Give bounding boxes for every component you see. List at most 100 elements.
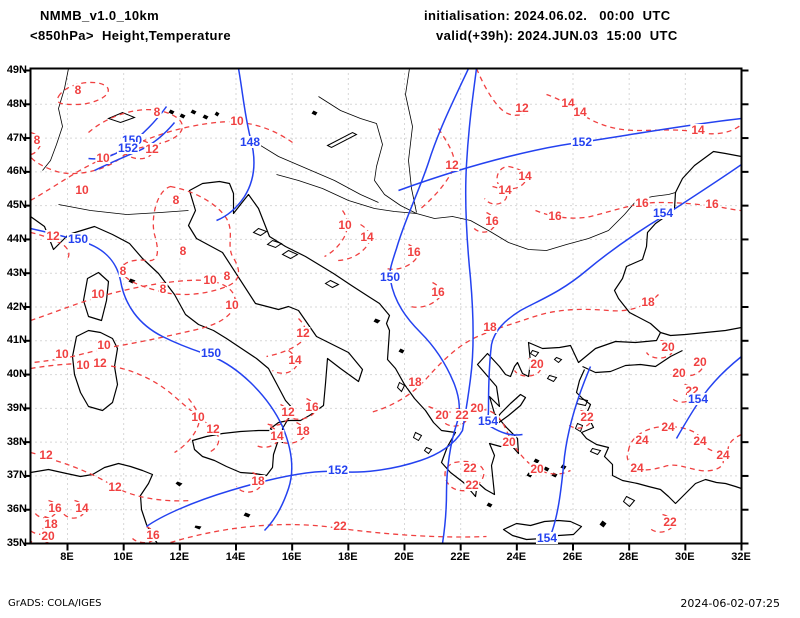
temperature-contour-label: 16 bbox=[484, 214, 500, 228]
temperature-contour-label: 12 bbox=[205, 422, 221, 436]
temperature-contour-label: 22 bbox=[464, 478, 480, 492]
temperature-contour-label: 16 bbox=[547, 209, 563, 223]
lon-tick-label: 24E bbox=[506, 551, 527, 563]
temperature-contour-label: 10 bbox=[74, 183, 90, 197]
lat-tick-label: 37N bbox=[6, 469, 27, 482]
height-contour-label: 152 bbox=[116, 141, 140, 155]
lon-tick-label: 16E bbox=[281, 551, 302, 563]
height-contour-label: 150 bbox=[66, 232, 90, 246]
height-contour-label: 152 bbox=[326, 463, 350, 477]
temperature-contour-label: 18 bbox=[640, 295, 656, 309]
lat-tick-label: 36N bbox=[6, 503, 27, 516]
lat-tick-label: 41N bbox=[6, 334, 27, 347]
temperature-contour-label: 20 bbox=[529, 357, 545, 371]
lat-tick-label: 38N bbox=[6, 435, 27, 448]
temperature-contour-label: 12 bbox=[92, 356, 108, 370]
lat-tick-label: 40N bbox=[6, 368, 27, 381]
height-contour-label: 150 bbox=[378, 270, 402, 284]
temperature-contour-label: 10 bbox=[75, 358, 91, 372]
temperature-contour-label: 22 bbox=[662, 515, 678, 529]
temperature-contour-label: 10 bbox=[337, 218, 353, 232]
temperature-contour-label: 16 bbox=[406, 245, 422, 259]
temperature-contour-label: 10 bbox=[202, 273, 218, 287]
temperature-contour-label: 16 bbox=[47, 501, 63, 515]
temperature-contour-label: 12 bbox=[444, 158, 460, 172]
lat-tick-label: 49N bbox=[6, 64, 27, 76]
temperature-contour-label: 14 bbox=[517, 169, 533, 183]
lon-tick-label: 20E bbox=[394, 551, 414, 563]
temperature-contour-label: 10 bbox=[96, 338, 112, 352]
temperature-contour-label: 12 bbox=[38, 448, 54, 462]
temperature-contour-label: 12 bbox=[280, 405, 296, 419]
temperature-contour-label: 18 bbox=[295, 424, 311, 438]
temperature-contour-label: 10 bbox=[54, 347, 70, 361]
lat-tick-label: 35N bbox=[6, 537, 27, 549]
lon-tick-label: 28E bbox=[618, 551, 639, 563]
temperature-contour-label: 16 bbox=[304, 400, 320, 414]
temperature-contour-label: 20 bbox=[671, 366, 687, 380]
temperature-contour-label: 8 bbox=[158, 282, 168, 296]
temperature-contour-label: 14 bbox=[359, 230, 375, 244]
temperature-contour-label: 22 bbox=[462, 461, 478, 475]
lon-tick-label: 14E bbox=[225, 551, 246, 563]
temperature-contour-label: 12 bbox=[107, 480, 123, 494]
lon-tick-label: 22E bbox=[450, 551, 470, 563]
temperature-contour-label: 24 bbox=[660, 420, 676, 434]
temperature-contour-label: 16 bbox=[634, 196, 650, 210]
temperature-contour-label: 24 bbox=[715, 448, 731, 462]
temperature-contour-label: 14 bbox=[560, 96, 576, 110]
lon-tick-label: 10E bbox=[113, 551, 133, 563]
temperature-contour-label: 24 bbox=[692, 434, 708, 448]
height-contour-label: 148 bbox=[238, 135, 262, 149]
temperature-contour-label: 18 bbox=[43, 517, 59, 531]
model-title: NMMB_v1.0_10km bbox=[40, 8, 160, 23]
creation-timestamp: 2024-06-02-07:25 bbox=[680, 597, 780, 610]
lon-tick-label: 26E bbox=[562, 551, 583, 563]
temperature-contour-label: 20 bbox=[692, 355, 708, 369]
temperature-contour-label: 12 bbox=[295, 326, 311, 340]
lat-tick-label: 46N bbox=[6, 165, 27, 178]
temperature-contour-label: 22 bbox=[579, 410, 595, 424]
lat-tick-label: 43N bbox=[6, 266, 27, 279]
init-time: initialisation: 2024.06.02. 00:00 UTC bbox=[424, 8, 671, 23]
temperature-contour-label: 20 bbox=[40, 529, 56, 543]
grads-credit: GrADS: COLA/IGES bbox=[8, 598, 102, 609]
temperature-contour-label: 18 bbox=[250, 474, 266, 488]
temperature-contour-label: 14 bbox=[497, 183, 513, 197]
temperature-contour-label: 12 bbox=[514, 101, 530, 115]
height-contour-label: 152 bbox=[570, 135, 594, 149]
temperature-contour-label: 8 bbox=[178, 244, 188, 258]
temperature-contour-label: 14 bbox=[690, 123, 706, 137]
temperature-contour-label: 16 bbox=[430, 285, 446, 299]
temperature-contour-label: 10 bbox=[95, 151, 111, 165]
lon-tick-label: 18E bbox=[338, 551, 358, 563]
lat-tick-label: 44N bbox=[6, 232, 27, 245]
temperature-contour-label: 8 bbox=[152, 105, 162, 119]
temperature-contour-label: 14 bbox=[269, 429, 285, 443]
temperature-contour-label: 8 bbox=[118, 264, 128, 278]
temperature-contour-label: 12 bbox=[144, 142, 160, 156]
temperature-contour-label: 16 bbox=[704, 197, 720, 211]
temperature-contour-label: 14 bbox=[572, 105, 588, 119]
lon-tick-label: 30E bbox=[675, 551, 695, 563]
temperature-contour-label: 8 bbox=[32, 133, 42, 147]
lon-tick-label: 32E bbox=[731, 551, 751, 563]
temperature-contour-label: 10 bbox=[190, 410, 206, 424]
temperature-contour-label: 20 bbox=[469, 401, 485, 415]
temperature-contour-label: 20 bbox=[434, 408, 450, 422]
temperature-contour-label: 20 bbox=[529, 462, 545, 476]
lat-tick-label: 39N bbox=[6, 401, 27, 414]
temperature-contour-label: 10 bbox=[224, 298, 240, 312]
height-contour-label: 154 bbox=[476, 414, 500, 428]
temperature-contour-label: 16 bbox=[145, 528, 161, 542]
temperature-contour-label: 8 bbox=[171, 193, 181, 207]
lon-tick-label: 8E bbox=[60, 551, 74, 563]
axis-ticks-layer bbox=[23, 69, 749, 551]
temperature-contour-label: 22 bbox=[332, 519, 348, 533]
temperature-contour-label: 8 bbox=[73, 83, 83, 97]
height-contour-label: 150 bbox=[199, 346, 223, 360]
temperature-contour-label: 8 bbox=[222, 269, 232, 283]
valid-time: valid(+39h): 2024.JUN.03 15:00 UTC bbox=[436, 28, 678, 43]
temperature-contour-label: 20 bbox=[660, 340, 676, 354]
